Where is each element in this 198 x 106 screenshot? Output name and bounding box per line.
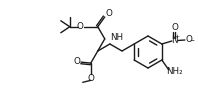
Text: O: O — [171, 24, 178, 33]
Text: N: N — [172, 36, 178, 45]
Text: −: − — [190, 38, 195, 43]
Text: O: O — [76, 22, 83, 31]
Text: O: O — [73, 57, 80, 66]
Text: NH: NH — [110, 33, 123, 42]
Text: O: O — [105, 9, 112, 18]
Text: O: O — [185, 36, 192, 45]
Text: O: O — [87, 74, 94, 83]
Text: NH₂: NH₂ — [167, 68, 183, 77]
Text: +: + — [174, 33, 179, 38]
